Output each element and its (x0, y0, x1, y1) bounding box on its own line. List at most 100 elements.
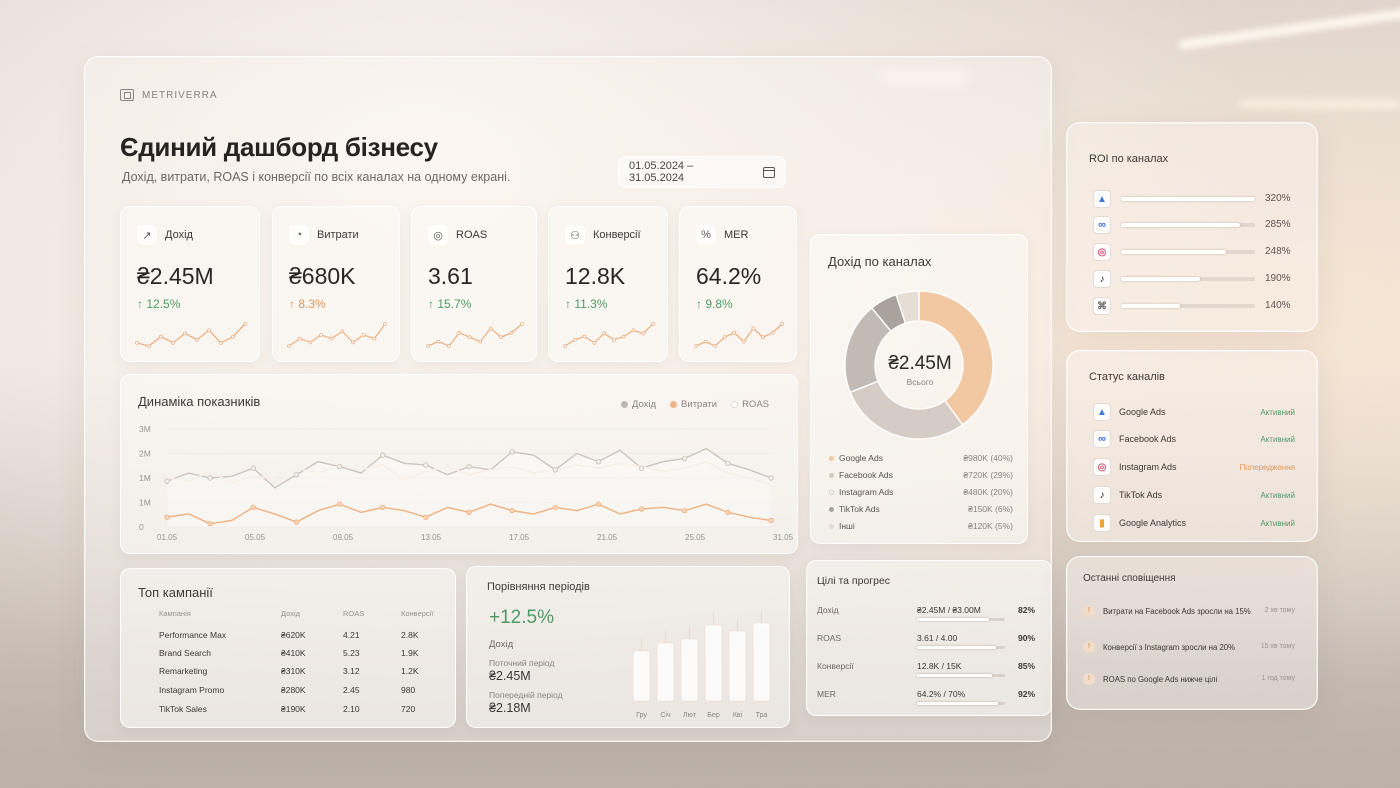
legend-item-roas[interactable]: ROAS (731, 399, 769, 410)
tiktok-icon: ♪ (1093, 486, 1111, 504)
revenue-point (250, 465, 256, 471)
date-range-picker[interactable]: 01.05.2024 – 31.05.2024 (618, 156, 786, 188)
sparkline-point (488, 326, 493, 331)
channel-row[interactable]: Інші ₴120K (5%) (829, 521, 1013, 531)
goals-title: Цілі та прогрес (817, 575, 891, 587)
x-tick-label: 21.05 (597, 533, 618, 542)
previous-period-label: Попередній період (489, 690, 563, 700)
roi-bar-fill (1121, 304, 1180, 308)
instagram-icon: ◎ (1093, 243, 1111, 261)
goals-progress-card: Цілі та прогрес Дохід ₴2.45M / ₴3.00M 82% … (806, 560, 1052, 716)
page-subtitle: Дохід, витрати, ROAS і конверсії по всіх… (122, 170, 511, 184)
kpi-value: 3.61 (428, 263, 473, 289)
google-ads-icon: ▲ (1093, 190, 1111, 208)
sparkline-point (183, 331, 187, 336)
dynamics-chart: 3M 2M 1M 1M 0 01.05 05.05 09.05 13.05 17.05 21.05… (139, 424, 794, 542)
sparkline-point (147, 344, 151, 348)
revenue-point (638, 465, 645, 471)
y-tick-label: 1M (139, 498, 151, 508)
top-campaigns-card: Топ кампанії Кампанія Дохід ROAS Конверсії … (120, 568, 456, 728)
kpi-delta: ↑ 8.3% (289, 297, 326, 311)
table-row[interactable]: Performance Max ₴620K 4.21 2.8K (159, 630, 419, 640)
table-row[interactable]: Instagram Promo ₴280K 2.45 980 (159, 685, 416, 695)
sparkline-point (572, 337, 577, 342)
x-tick-label: 31.05 (773, 533, 794, 542)
google-analytics-icon: ▮ (1093, 514, 1111, 532)
channel-row[interactable]: Facebook Ads ₴720K (29%) (829, 470, 1013, 480)
status-row[interactable]: ♪ TikTok Ads Активний (1093, 486, 1295, 504)
sparkline-point (329, 336, 334, 341)
x-tick-label: 05.05 (245, 533, 266, 542)
kpi-sparkline (563, 322, 655, 348)
line-chart-icon: ↗ (137, 225, 157, 245)
calendar-icon (763, 166, 775, 178)
roi-bar-fill (1121, 250, 1226, 254)
expenses-point (293, 519, 300, 525)
y-tick-label: 1M (139, 473, 151, 483)
y-tick-label: 0 (139, 522, 144, 532)
roi-row[interactable]: ♪ 190% (1093, 270, 1311, 288)
roi-row[interactable]: ⌘ 140% (1093, 297, 1311, 315)
sparkline-point (446, 344, 451, 348)
sparkline-point (319, 333, 323, 337)
kpi-card-mer[interactable]: % MER 64.2% ↑ 9.8% (679, 206, 797, 362)
google-ads-icon: ▲ (1093, 403, 1111, 421)
sparkline-point (641, 331, 646, 336)
sparkline-point (243, 322, 247, 326)
sparkline-point (760, 335, 765, 340)
sparkline-path (695, 323, 783, 347)
sparkline-point (563, 344, 567, 348)
channel-row[interactable]: TikTok Ads ₴150K (6%) (829, 504, 1013, 514)
kpi-delta: ↑ 11.3% (565, 297, 608, 311)
revenue-point (293, 472, 300, 478)
sparkline-point (780, 322, 784, 326)
brand[interactable]: METRIVERRA (120, 89, 218, 101)
roi-bar-fill (1121, 277, 1201, 281)
sparkline-point (351, 340, 355, 345)
ceiling-light (1179, 8, 1400, 50)
table-row[interactable]: Remarketing ₴310K 3.12 1.2K (159, 666, 419, 676)
table-header: Кампанія Дохід ROAS Конверсії (159, 609, 434, 618)
y-tick-label: 3M (139, 424, 151, 434)
date-range-value: 01.05.2024 – 31.05.2024 (629, 160, 694, 184)
kpi-card-roas[interactable]: ◎ ROAS 3.61 ↑ 15.7% (411, 206, 537, 362)
users-icon: ⚇ (565, 225, 585, 245)
status-row[interactable]: ◎ Instagram Ads Попередження (1093, 458, 1295, 476)
status-row[interactable]: ∞ Facebook Ads Активний (1093, 430, 1295, 448)
kpi-label: MER (724, 229, 749, 241)
month-label: Бер (707, 712, 719, 719)
table-row[interactable]: TikTok Sales ₴190K 2.10 720 (159, 704, 416, 714)
sparkline-point (231, 334, 235, 339)
channel-row[interactable]: Google Ads ₴980K (40%) (829, 453, 1013, 463)
status-row[interactable]: ▮ Google Analytics Активний (1093, 514, 1295, 532)
expenses-point (466, 509, 472, 515)
roi-row[interactable]: ◎ 248% (1093, 243, 1311, 261)
kpi-card-conversions[interactable]: ⚇ Конверсії 12.8K ↑ 11.3% (548, 206, 668, 362)
x-tick-label: 09.05 (333, 533, 354, 542)
sparkline-point (340, 329, 345, 334)
kpi-card-revenue[interactable]: ↗ Дохід ₴2.45M ↑ 12.5% (120, 206, 260, 362)
roi-row[interactable]: ▲ 320% (1093, 190, 1311, 208)
kpi-card-expenses[interactable]: ◔ Витрати ₴680K ↑ 8.3% (272, 206, 400, 362)
sparkline-point (219, 340, 223, 345)
legend-item-expenses[interactable]: Витрати (670, 399, 717, 410)
period-bar (728, 630, 747, 702)
sparkline-point (611, 337, 616, 342)
sparkline-point (361, 333, 366, 337)
roi-row[interactable]: ∞ 285% (1093, 216, 1311, 234)
table-row[interactable]: Brand Search ₴410K 5.23 1.9K (159, 648, 419, 658)
kpi-value: 12.8K (565, 263, 626, 289)
dynamics-legend: Дохід Витрати ROAS (620, 399, 769, 410)
roi-bar-fill (1121, 223, 1241, 227)
sparkline-point (135, 340, 139, 345)
sparkline-point (478, 339, 483, 344)
ceiling-light (1240, 100, 1400, 108)
channel-row[interactable]: Instagram Ads ₴480K (20%) (829, 487, 1013, 497)
sparkline-point (732, 330, 737, 335)
period-bar (704, 624, 723, 702)
current-period-label: Поточний період (489, 658, 555, 668)
legend-item-revenue[interactable]: Дохід (620, 399, 656, 410)
status-row[interactable]: ▲ Google Ads Активний (1093, 403, 1295, 421)
meta-icon: ∞ (1093, 430, 1111, 448)
sparkline-point (651, 322, 655, 326)
